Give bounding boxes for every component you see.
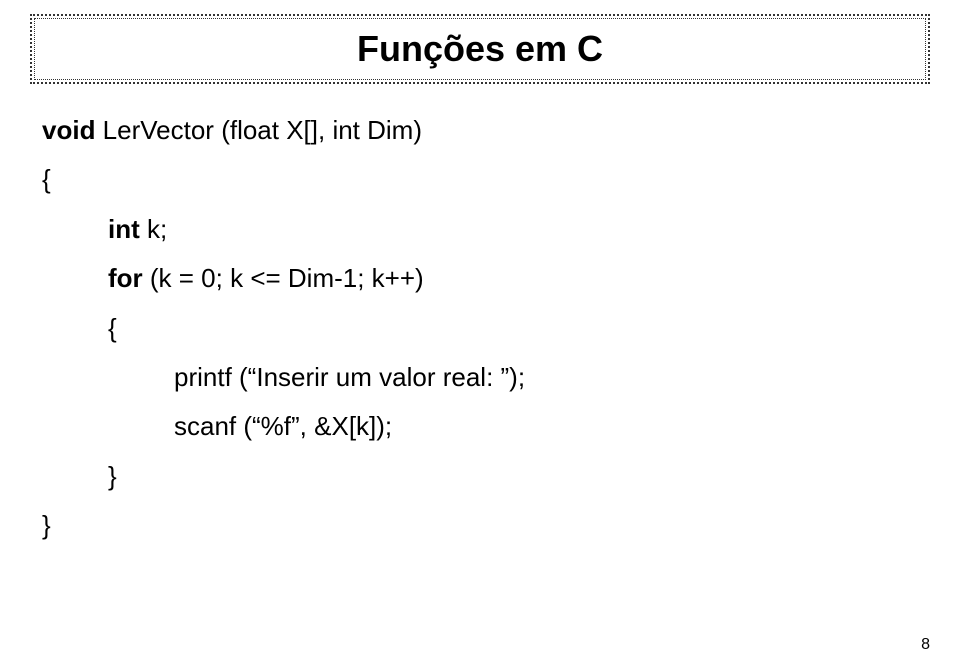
keyword-void: void [42,115,95,145]
code-line: printf (“Inserir um valor real: ”); [42,353,525,402]
keyword-int: int [108,214,140,244]
code-line: } [42,452,525,501]
code-line: { [42,155,525,204]
code-text: scanf (“%f”, &X[k]); [174,411,392,441]
code-line: { [42,304,525,353]
code-text: } [108,461,117,491]
code-line: } [42,501,525,550]
code-text: { [42,164,51,194]
slide-page: Funções em C void LerVector (float X[], … [0,0,960,668]
slide-title: Funções em C [357,28,603,70]
code-text: k; [140,214,167,244]
code-line: void LerVector (float X[], int Dim) [42,106,525,155]
code-line: scanf (“%f”, &X[k]); [42,402,525,451]
code-text: (k = 0; k <= Dim-1; k++) [143,263,424,293]
page-number: 8 [921,636,930,654]
title-box-inner: Funções em C [34,18,926,80]
title-box: Funções em C [30,14,930,84]
code-text: printf (“Inserir um valor real: ”); [174,362,525,392]
keyword-for: for [108,263,143,293]
code-text: LerVector (float X[], int Dim) [95,115,422,145]
code-line: int k; [42,205,525,254]
code-text: } [42,510,51,540]
code-text: { [108,313,117,343]
code-line: for (k = 0; k <= Dim-1; k++) [42,254,525,303]
code-block: void LerVector (float X[], int Dim) { in… [42,106,525,551]
